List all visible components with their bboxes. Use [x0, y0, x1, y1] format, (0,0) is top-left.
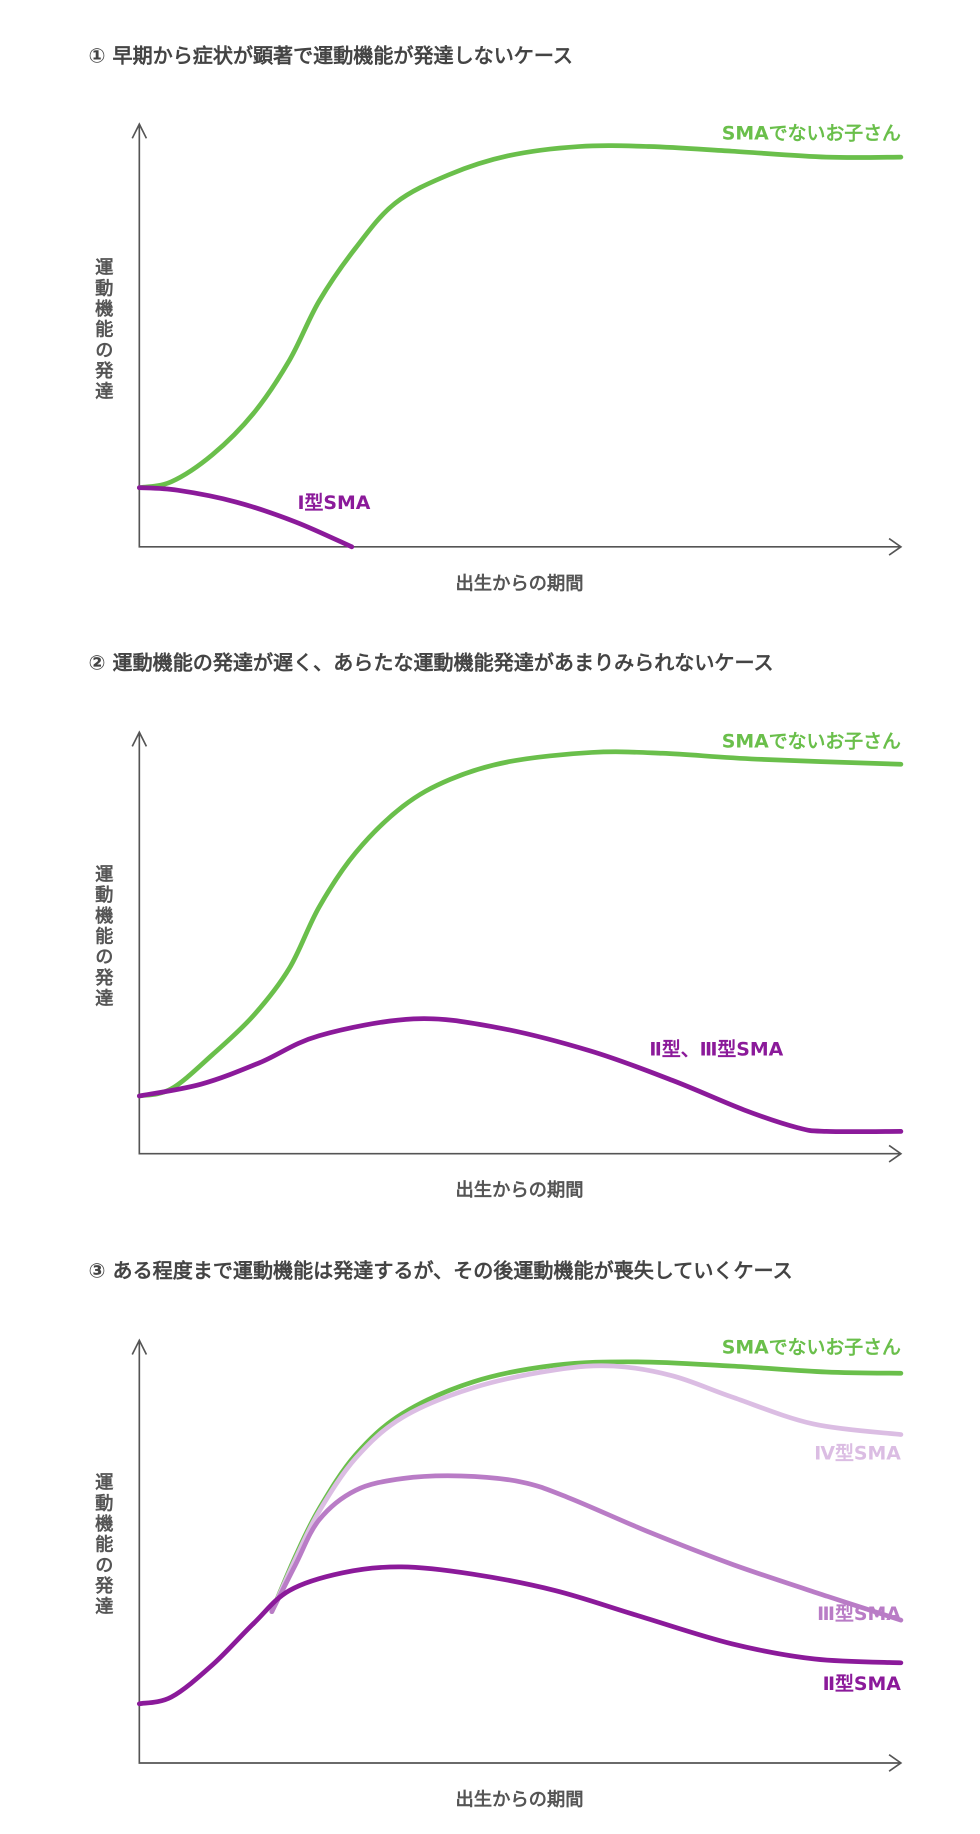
- series-line: [136, 1016, 904, 1135]
- x-axis-arrow: [888, 1144, 903, 1163]
- series-label: Ⅱ型、Ⅲ型SMA: [649, 1038, 783, 1061]
- series-label: Ⅰ型SMA: [298, 491, 371, 514]
- y-axis-arrow: [131, 122, 148, 139]
- axes: [138, 732, 901, 1155]
- series-label: SMAでないお子さん: [722, 1336, 901, 1358]
- chart-title: ① 早期から症状が顕著で運動機能が発達しないケース: [89, 44, 573, 68]
- series-label: Ⅲ型SMA: [817, 1602, 901, 1625]
- series-line: [136, 1564, 904, 1707]
- series-label: Ⅳ型SMA: [814, 1442, 901, 1465]
- series-line: [269, 1363, 904, 1615]
- axes: [138, 124, 901, 548]
- y-axis-label: 運動機能の発達: [92, 258, 114, 403]
- y-axis-arrow: [131, 1338, 148, 1355]
- series-line: [136, 485, 355, 550]
- x-axis-label: 出生からの期間: [455, 1179, 583, 1201]
- series-label: SMAでないお子さん: [722, 731, 901, 753]
- chart-title: ② 運動機能の発達が遅く、あらたな運動機能発達があまりみられないケース: [89, 651, 774, 675]
- chart-2: ② 運動機能の発達が遅く、あらたな運動機能発達があまりみられないケース 運動機能…: [89, 651, 904, 1201]
- x-axis-label: 出生からの期間: [455, 572, 583, 594]
- series-line: [136, 749, 904, 1099]
- series-label: SMAでないお子さん: [722, 122, 901, 144]
- axes: [138, 1340, 901, 1764]
- x-axis-label: 出生からの期間: [455, 1788, 583, 1810]
- y-axis-label: 運動機能の発達: [92, 1473, 114, 1618]
- x-axis-arrow: [888, 1754, 903, 1772]
- chart-3: ③ ある程度まで運動機能は発達するが、その後運動機能が喪失していくケース 運動機…: [89, 1259, 904, 1810]
- chart-1: ① 早期から症状が顕著で運動機能が発達しないケース 運動機能の発達 出生からの期…: [89, 44, 904, 594]
- series-line: [269, 1473, 904, 1623]
- series-line: [136, 143, 904, 491]
- y-axis-label: 運動機能の発達: [92, 864, 114, 1009]
- chart-title: ③ ある程度まで運動機能は発達するが、その後運動機能が喪失していくケース: [89, 1259, 793, 1283]
- x-axis-arrow: [888, 537, 903, 556]
- series-label: Ⅱ型SMA: [823, 1672, 902, 1695]
- y-axis-arrow: [131, 730, 148, 747]
